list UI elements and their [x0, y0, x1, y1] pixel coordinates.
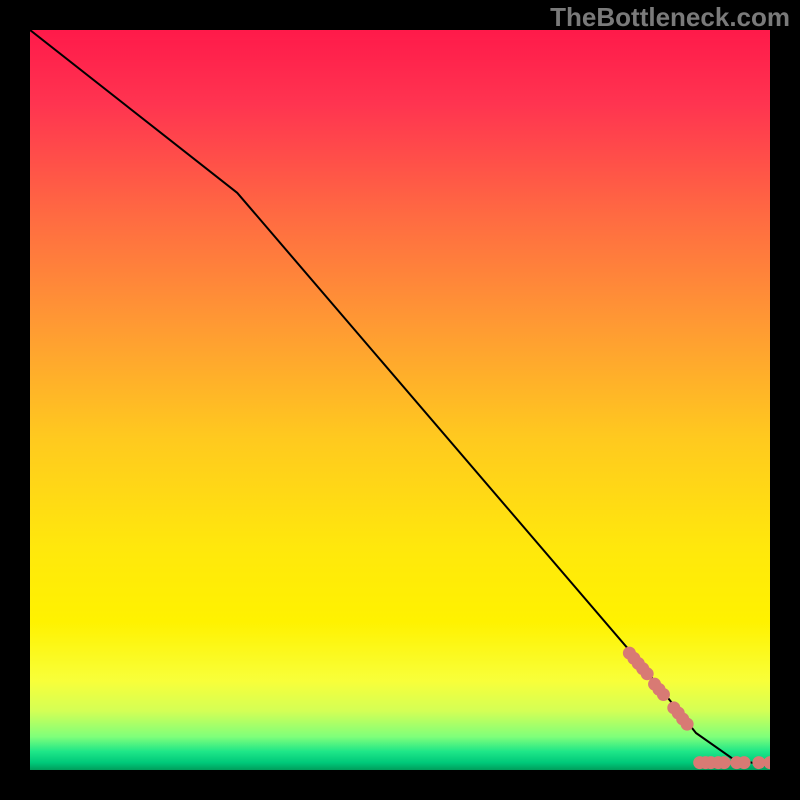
data-marker [657, 689, 669, 701]
data-marker [738, 757, 750, 769]
data-marker [681, 718, 693, 730]
watermark-label: TheBottleneck.com [550, 2, 790, 33]
data-marker [753, 757, 765, 769]
data-marker [718, 757, 730, 769]
gradient-plot [30, 30, 770, 770]
gradient-background [30, 30, 770, 770]
data-marker [641, 668, 653, 680]
chart-canvas: TheBottleneck.com [0, 0, 800, 800]
